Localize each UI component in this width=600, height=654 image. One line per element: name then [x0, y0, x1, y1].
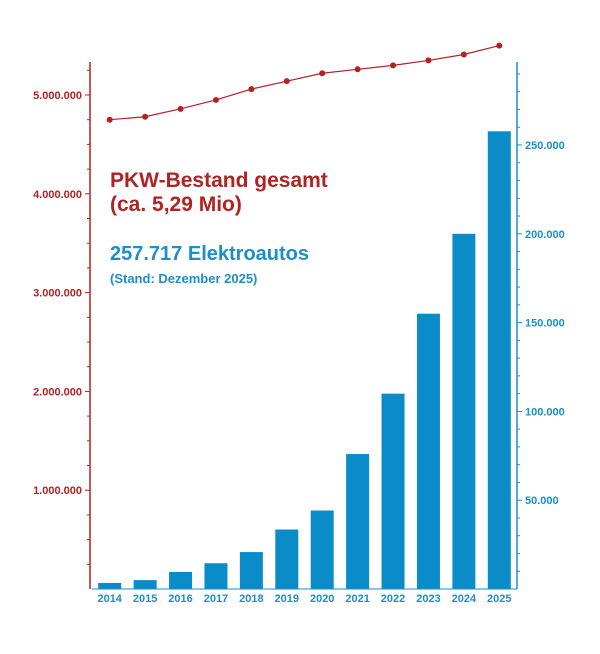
- ev-bar-2022: [381, 393, 405, 589]
- total-point-2024: [460, 51, 467, 58]
- x-tick-label: 2022: [381, 593, 405, 605]
- x-axis-labels: 2014 2015 2016 2017 2018 2019 2020 2021 2022 2023…: [92, 588, 517, 605]
- ev-bar-2023: [416, 313, 440, 589]
- total-point-2021: [354, 66, 361, 73]
- ev-bar-2020: [310, 510, 334, 589]
- ev-bars: [98, 131, 511, 590]
- x-tick-label: 2020: [310, 593, 334, 605]
- total-line: [106, 42, 503, 123]
- total-title: PKW-Bestand gesamt: [110, 169, 328, 192]
- right-tick-label: 50.000: [525, 495, 559, 507]
- left-tick-label: 3.000.000: [33, 288, 82, 300]
- right-tick-label: 150.000: [525, 318, 565, 330]
- ev-bar-2014: [98, 582, 122, 589]
- right-tick-label: 250.000: [525, 140, 565, 152]
- ev-title: 257.717 Elektroautos: [110, 243, 309, 265]
- x-tick-label: 2014: [97, 593, 122, 605]
- ev-bar-2024: [452, 233, 476, 590]
- left-tick-label: 1.000.000: [33, 485, 82, 497]
- total-line-path: [109, 45, 500, 121]
- left-axis: 1.000.000 2.000.000 3.000.000 4.000.000 5.00…: [33, 62, 91, 589]
- total-point-2025: [496, 42, 503, 49]
- total-point-2015: [142, 113, 149, 120]
- total-point-2016: [177, 105, 184, 112]
- total-point-2022: [390, 62, 397, 69]
- ev-bar-2025: [487, 131, 511, 589]
- ev-bar-2019: [275, 529, 299, 589]
- left-tick-label: 5.000.000: [33, 90, 82, 102]
- ev-bar-2017: [204, 563, 228, 589]
- ev-bar-2016: [169, 571, 193, 589]
- x-tick-label: 2015: [133, 593, 157, 605]
- x-tick-label: 2018: [239, 593, 263, 605]
- x-tick-label: 2016: [168, 593, 192, 605]
- left-tick-label: 2.000.000: [33, 386, 82, 398]
- x-tick-label: 2017: [204, 593, 228, 605]
- ev-bar-2015: [133, 580, 157, 589]
- right-tick-label: 100.000: [525, 406, 565, 418]
- right-axis: 50.000 100.000 150.000 200.000 250.000: [516, 62, 565, 589]
- total-point-2018: [248, 86, 255, 93]
- x-tick-label: 2021: [345, 593, 369, 605]
- x-tick-label: 2024: [452, 593, 477, 605]
- total-value: (ca. 5,29 Mio): [110, 193, 242, 216]
- total-point-2014: [106, 116, 113, 123]
- ev-bar-2018: [239, 552, 263, 589]
- ev-bar-2021: [346, 454, 370, 589]
- total-point-2019: [283, 78, 290, 85]
- x-tick-label: 2025: [487, 593, 511, 605]
- right-tick-label: 200.000: [525, 229, 565, 241]
- left-tick-label: 4.000.000: [33, 189, 82, 201]
- x-tick-label: 2023: [416, 593, 440, 605]
- total-point-2020: [319, 70, 326, 77]
- ev-note: (Stand: Dezember 2025): [110, 271, 258, 286]
- total-point-2023: [425, 57, 432, 64]
- total-point-2017: [212, 96, 219, 103]
- x-tick-label: 2019: [275, 593, 299, 605]
